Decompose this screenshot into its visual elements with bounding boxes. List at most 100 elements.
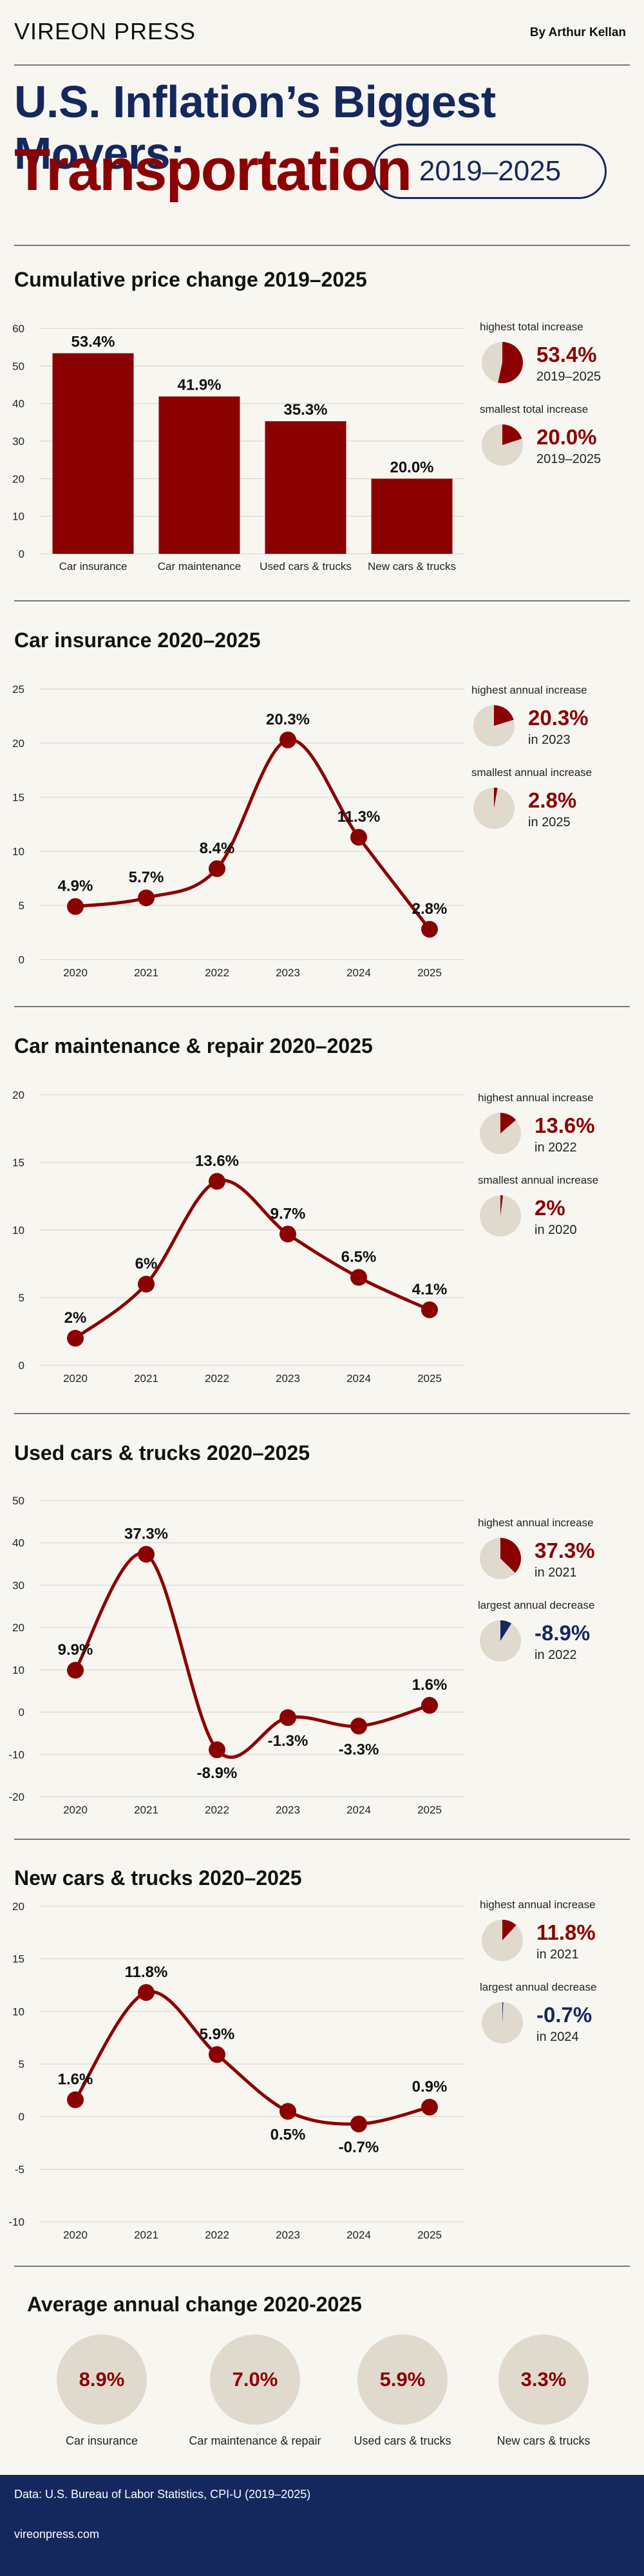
x-tick-label: 2023 <box>276 2229 300 2241</box>
data-label: 0.9% <box>412 2078 448 2096</box>
x-tick-label: 2022 <box>205 1372 229 1385</box>
stat-value: 13.6% <box>535 1113 595 1137</box>
average-value-circle: 5.9% <box>357 2334 448 2425</box>
y-tick-label: 10 <box>12 2005 24 2018</box>
data-point <box>209 2046 225 2063</box>
pie-icon <box>482 2002 523 2043</box>
data-label: 4.1% <box>412 1281 448 1298</box>
bar <box>52 353 134 554</box>
data-point <box>209 1741 225 1759</box>
stat-period: in 2023 <box>528 733 571 747</box>
x-tick-label: Used cars & trucks <box>260 560 352 573</box>
data-point <box>209 860 225 877</box>
pie-slice <box>502 2002 504 2023</box>
x-tick-label: 2020 <box>63 2229 88 2241</box>
y-tick-label: 20 <box>12 1089 24 1101</box>
data-point <box>138 1276 155 1293</box>
cumulative-section-title: Cumulative price change 2019–2025 <box>14 268 367 291</box>
bar <box>371 478 453 554</box>
pie-slice <box>494 705 514 726</box>
pie-icon <box>473 788 515 829</box>
pie-slice <box>502 424 522 445</box>
pie-slice <box>494 788 498 808</box>
data-label: 20.0% <box>390 459 433 476</box>
data-label: 0.5% <box>270 2126 306 2144</box>
stat-label: largest annual decrease <box>478 1599 595 1611</box>
divider <box>14 600 630 601</box>
data-point <box>350 2116 367 2133</box>
data-label: -0.7% <box>339 2139 379 2156</box>
data-point <box>279 731 296 748</box>
average-label: Car maintenance & repair <box>189 2434 321 2447</box>
page-header: VIREON PRESS By Arthur Kellan <box>0 0 644 64</box>
pie-icon <box>480 1113 521 1154</box>
stat-label: smallest annual increase <box>478 1174 599 1186</box>
data-label: 5.7% <box>129 869 164 886</box>
x-tick-label: 2021 <box>134 1372 158 1385</box>
stat-label: smallest annual increase <box>471 766 592 779</box>
average-label: Used cars & trucks <box>354 2434 451 2447</box>
data-label: 53.4% <box>71 334 115 351</box>
x-tick-label: 2022 <box>205 1804 229 1816</box>
y-tick-label: 15 <box>12 791 24 804</box>
stat-label: highest annual increase <box>478 1092 594 1104</box>
x-tick-label: 2023 <box>276 1372 300 1385</box>
data-label: 20.3% <box>266 711 310 728</box>
y-tick-label: -5 <box>15 2163 24 2175</box>
y-tick-label: 30 <box>12 435 24 448</box>
average-label: New cars & trucks <box>497 2434 591 2447</box>
series-line <box>75 738 431 931</box>
y-tick-label: 15 <box>12 1953 24 1965</box>
stat-period: in 2021 <box>536 1947 579 1962</box>
footer: Data: U.S. Bureau of Labor Statistics, C… <box>0 2475 644 2576</box>
pie-icon <box>473 705 515 746</box>
data-point <box>350 1269 367 1286</box>
data-point <box>350 1718 367 1735</box>
series-line <box>74 1179 431 1340</box>
pie-icon <box>482 1920 523 1961</box>
newcars-line-chart: -10 -5 0 5 10 15 20 1.6% 2020 11.8% 2021 5.9% 2022 0.… <box>8 1900 465 2241</box>
stat-value: -0.7% <box>536 2003 592 2027</box>
y-tick-label: 10 <box>12 846 24 858</box>
data-point <box>67 898 84 915</box>
pie-icon <box>480 1195 521 1236</box>
data-point <box>138 1984 155 2001</box>
divider <box>14 1413 630 1414</box>
pie-slice <box>500 1195 504 1216</box>
divider <box>14 1006 630 1007</box>
x-tick-label: New cars & trucks <box>368 560 456 573</box>
y-tick-label: 30 <box>12 1579 24 1591</box>
y-tick-label: 0 <box>19 2111 24 2123</box>
footer-url[interactable]: vireonpress.com <box>14 2528 100 2541</box>
used-line-chart: -20 -10 0 10 20 30 40 50 9.9% 2020 37.3% 2021 -8.9% 2… <box>8 1495 465 1816</box>
footer-source: Data: U.S. Bureau of Labor Statistics, C… <box>14 2488 311 2501</box>
x-tick-label: 2025 <box>417 1804 442 1816</box>
pie-slice <box>500 1113 516 1133</box>
stat-value: 20.0% <box>536 425 597 449</box>
y-tick-label: 0 <box>19 1359 24 1372</box>
stat-value: 53.4% <box>536 343 597 366</box>
x-tick-label: 2023 <box>276 967 300 979</box>
stat-label: highest annual increase <box>471 684 587 696</box>
x-tick-label: 2020 <box>63 1804 88 1816</box>
x-tick-label: 2024 <box>346 1372 371 1385</box>
data-label: -1.3% <box>268 1732 308 1750</box>
stat-period: in 2020 <box>535 1223 577 1237</box>
stat-label: largest annual decrease <box>480 1981 597 1993</box>
y-tick-label: 10 <box>12 511 24 523</box>
year-range-pill: 2019–2025 <box>374 144 607 199</box>
data-label: 2.8% <box>412 900 448 918</box>
stat-period: 2019–2025 <box>536 370 601 384</box>
y-tick-label: 40 <box>12 1537 24 1549</box>
bar <box>265 421 346 554</box>
insurance-line-chart: 05101520254.9%20205.7%20218.4%202220.3%2… <box>12 683 465 979</box>
y-tick-label: 5 <box>19 2058 24 2070</box>
stat-label: highest annual increase <box>478 1517 594 1529</box>
data-label: 1.6% <box>58 2071 93 2088</box>
stat-value: 20.3% <box>528 706 589 730</box>
data-label: 6.5% <box>341 1249 377 1266</box>
x-tick-label: 2024 <box>346 2229 371 2241</box>
x-tick-label: 2021 <box>134 967 158 979</box>
x-tick-label: Car insurance <box>59 560 128 573</box>
stat-value: 11.8% <box>536 1920 596 1944</box>
